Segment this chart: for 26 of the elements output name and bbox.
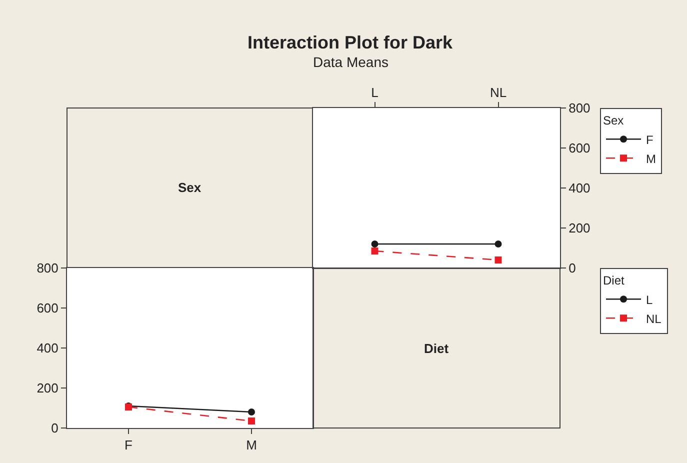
legend-label: F <box>646 132 654 147</box>
point <box>494 240 502 248</box>
y-tick-label: 600 <box>568 140 590 156</box>
point <box>371 248 378 254</box>
legend-label: NL <box>646 312 662 326</box>
text: Interaction Plot for Dark <box>247 32 454 52</box>
y-tick-label: 200 <box>568 220 590 236</box>
legend-title: Diet <box>603 274 626 288</box>
y-tick-label: 600 <box>36 300 58 316</box>
y-tick-label: 800 <box>36 260 58 276</box>
y-tick-label: 0 <box>568 260 576 276</box>
point <box>248 418 255 424</box>
y-tick-label: 400 <box>36 340 58 356</box>
y-tick-label: 400 <box>568 180 590 196</box>
legend-label: L <box>646 292 653 307</box>
legend-label: M <box>646 152 656 166</box>
y-tick-label: 800 <box>568 100 590 116</box>
text: Diet <box>424 341 450 356</box>
point <box>248 408 255 416</box>
text: Data Means <box>313 54 388 70</box>
y-tick-label: 0 <box>51 420 58 436</box>
legend-title: Sex <box>603 114 624 128</box>
text: Sex <box>178 180 202 195</box>
y-tick-label: 200 <box>36 380 58 396</box>
point <box>494 256 502 264</box>
point <box>371 240 378 248</box>
